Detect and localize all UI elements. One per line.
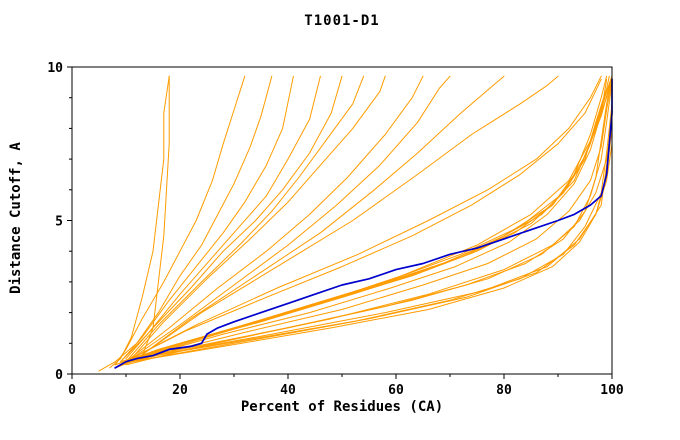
model-series-line	[125, 75, 613, 363]
model-series-line	[130, 81, 613, 363]
model-series-line	[125, 81, 613, 363]
model-series-line	[136, 75, 505, 360]
model-series-line	[114, 75, 246, 366]
y-tick-label: 5	[55, 215, 63, 230]
model-series-line	[136, 127, 613, 360]
model-series-line	[98, 75, 273, 372]
model-series-line	[141, 75, 170, 357]
model-series-line	[120, 75, 321, 363]
x-tick-label: 40	[280, 383, 296, 398]
model-series-line	[130, 103, 613, 363]
model-series-line	[125, 75, 365, 363]
x-axis-label: Percent of Residues (CA)	[240, 399, 444, 415]
model-series-line	[125, 78, 613, 366]
model-series-line	[120, 78, 613, 366]
x-tick-label: 100	[600, 383, 624, 398]
model-series-line	[136, 75, 602, 357]
model-series-line	[125, 75, 424, 363]
y-tick-label: 10	[47, 61, 63, 76]
model-series-line	[136, 75, 559, 360]
model-series-line	[114, 78, 608, 369]
model-series-line	[130, 75, 451, 360]
model-series-line	[130, 78, 602, 360]
chart-title: T1001-D1	[304, 13, 380, 29]
model-series-line	[125, 75, 613, 363]
model-series-line	[130, 75, 386, 360]
x-tick-label: 0	[68, 383, 76, 398]
model-series-line	[120, 75, 294, 363]
x-tick-label: 20	[172, 383, 188, 398]
x-tick-label: 60	[388, 383, 404, 398]
model-series-line	[125, 75, 343, 360]
y-tick-label: 0	[55, 368, 63, 383]
x-tick-label: 80	[496, 383, 512, 398]
highlighted-series-line	[114, 78, 613, 369]
